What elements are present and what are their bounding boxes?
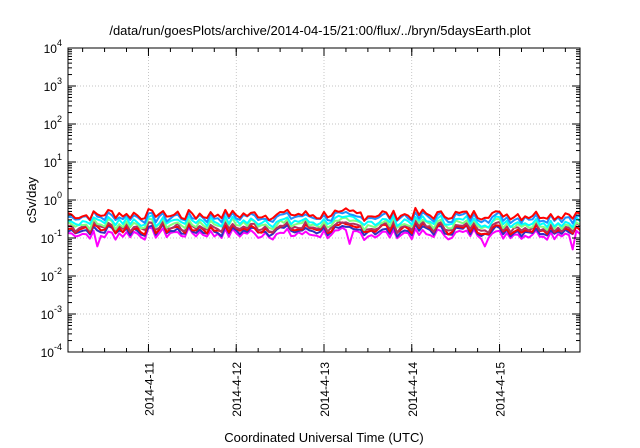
series-line-1 <box>67 226 581 251</box>
y-tick-label: 10-2 <box>41 266 62 284</box>
axis-ticks <box>68 47 580 353</box>
y-tick-label: 102 <box>44 114 62 132</box>
y-tick-label: 104 <box>44 38 62 56</box>
series-lines <box>67 206 581 251</box>
y-tick-label: 101 <box>44 152 62 170</box>
y-axis-label: cSv/day <box>24 176 39 223</box>
y-tick-label: 103 <box>44 76 62 94</box>
x-tick-labels: 2014-4-11 2014-4-12 2014-4-13 2014-4-14 2014… <box>142 362 507 417</box>
series-line-8 <box>67 206 581 222</box>
y-tick-label: 10-3 <box>41 304 62 322</box>
x-tick-label: 2014-4-15 <box>494 362 508 417</box>
y-tick-label: 10-1 <box>41 228 62 246</box>
y-tick-labels: 10-4 10-3 10-2 10-1 100 101 102 103 104 <box>41 38 62 360</box>
x-tick-label: 2014-4-11 <box>142 362 156 416</box>
series-line-6 <box>67 214 581 229</box>
grid-lines <box>68 47 580 353</box>
x-tick-label: 2014-4-13 <box>318 362 332 417</box>
series-line-4 <box>67 218 581 234</box>
x-tick-label: 2014-4-14 <box>406 362 420 417</box>
y-tick-label: 10-4 <box>41 342 62 360</box>
series-line-7 <box>67 210 581 225</box>
series-line-5 <box>67 216 581 232</box>
x-axis-label: Coordinated Universal Time (UTC) <box>224 430 423 445</box>
y-tick-label: 100 <box>44 190 62 208</box>
chart-title: /data/run/goesPlots/archive/2014-04-15/2… <box>109 23 531 38</box>
x-tick-label: 2014-4-12 <box>230 362 244 417</box>
